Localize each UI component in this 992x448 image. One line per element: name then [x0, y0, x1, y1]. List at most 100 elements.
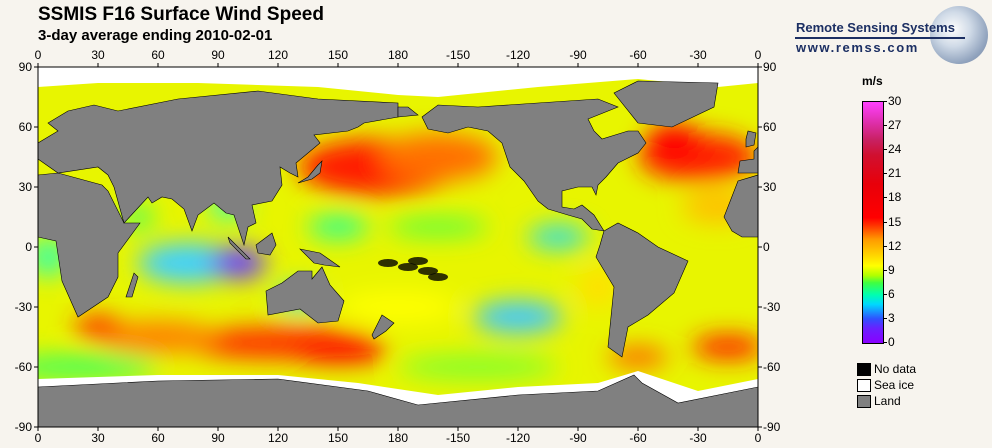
colorbar-label: 30: [888, 94, 902, 108]
colorbar-tick: [883, 197, 887, 199]
colorbar-unit: m/s: [862, 74, 883, 88]
colorbar-tick: [883, 173, 887, 175]
colorbar-label: 27: [888, 118, 902, 133]
lon-label-top: 90: [211, 48, 225, 62]
lat-label-left: 30: [18, 180, 32, 194]
colorbar-tick: [883, 245, 887, 247]
rss-logo[interactable]: Remote Sensing Systems www.remss.com: [790, 6, 990, 66]
colorbar-tick: [883, 101, 887, 102]
lat-label-right: 60: [763, 120, 777, 134]
no-data-region: [378, 259, 398, 267]
colorbar-tick: [883, 293, 887, 295]
lon-label-bottom: 90: [211, 431, 225, 445]
eurasia: [38, 90, 399, 247]
lon-label-top: 0: [754, 48, 762, 62]
japan: [297, 160, 323, 184]
colorbar-label: 21: [888, 166, 902, 181]
lon-label-bottom: 60: [151, 431, 165, 445]
colorbar-tick: [883, 149, 887, 151]
chukotka: [397, 106, 419, 118]
lat-label-left: 90: [18, 60, 32, 74]
legend-swatch: [857, 363, 871, 376]
legend-label: Land: [874, 394, 901, 408]
colorbar-label: 0: [888, 335, 895, 349]
logo-url[interactable]: www.remss.com: [796, 40, 919, 55]
wind-region: [308, 215, 368, 239]
lon-label-top: 120: [267, 48, 289, 62]
lon-label-bottom: -150: [445, 431, 471, 445]
uk: [745, 130, 757, 148]
no-data-region: [428, 273, 448, 281]
legend-swatch: [857, 395, 871, 408]
lat-label-right: -30: [763, 300, 781, 314]
lon-label-top: -60: [629, 48, 647, 62]
logo-divider: [795, 37, 965, 39]
lon-label-top: 150: [327, 48, 349, 62]
lon-label-bottom: -120: [505, 431, 531, 445]
greenland: [613, 80, 719, 128]
lat-label-left: -30: [14, 300, 32, 314]
wind-region: [210, 247, 266, 279]
africa-west: [723, 174, 758, 238]
wind-region: [378, 133, 498, 181]
no-data-region: [398, 263, 418, 271]
globe-icon: [930, 6, 988, 64]
europe-west: [737, 146, 758, 174]
lon-label-top: -120: [505, 48, 531, 62]
wind-region: [338, 291, 458, 323]
madagascar: [125, 272, 139, 298]
lat-label-right: 0: [763, 240, 770, 254]
map-title: SSMIS F16 Surface Wind Speed: [38, 4, 324, 25]
lat-label-left: 0: [25, 240, 32, 254]
lon-label-bottom: -30: [689, 431, 707, 445]
arctic-ice: [38, 67, 758, 97]
lon-label-top: 30: [91, 48, 105, 62]
lon-label-top: 60: [151, 48, 165, 62]
new-zealand: [371, 314, 395, 340]
wind-region: [646, 123, 702, 163]
map-subtitle: 3-day average ending 2010-02-01: [38, 27, 273, 44]
colorbar-tick: [883, 221, 887, 223]
lon-label-bottom: -90: [569, 431, 587, 445]
colorbar-label: 6: [888, 286, 895, 301]
lon-label-bottom: -60: [629, 431, 647, 445]
colorbar: [862, 101, 884, 344]
lat-label-right: -60: [763, 360, 781, 374]
colorbar-label: 24: [888, 142, 902, 157]
lat-label-right: 30: [763, 180, 777, 194]
wind-region: [528, 225, 588, 249]
lon-label-bottom: 180: [387, 431, 409, 445]
colorbar-tick: [883, 317, 887, 319]
lon-label-bottom: 30: [91, 431, 105, 445]
antarctica: [38, 374, 758, 427]
lon-label-top: 0: [34, 48, 42, 62]
colorbar-label: 12: [888, 238, 902, 253]
colorbar-label: 9: [888, 262, 895, 277]
no-data-region: [418, 267, 438, 275]
wind-region: [692, 335, 758, 359]
legend-swatch: [857, 379, 871, 392]
legend-label: No data: [874, 362, 917, 376]
lat-label-right: 90: [763, 60, 777, 74]
north-america: [421, 98, 647, 232]
wind-region: [474, 301, 562, 333]
australia: [265, 266, 345, 324]
legend-label: Sea ice: [874, 378, 915, 392]
lon-label-bottom: 0: [34, 431, 42, 445]
no-data-region: [408, 257, 428, 265]
africa-east: [38, 172, 141, 318]
lon-label-bottom: 0: [754, 431, 762, 445]
lat-label-right: -90: [763, 420, 781, 434]
lon-label-bottom: 120: [267, 431, 289, 445]
lon-label-bottom: 150: [327, 431, 349, 445]
lat-label-left: 60: [18, 120, 32, 134]
colorbar-label: 18: [888, 190, 902, 205]
colorbar-tick: [883, 125, 887, 127]
colorbar-tick: [883, 342, 887, 343]
colorbar-label: 15: [888, 214, 902, 229]
lon-label-top: -90: [569, 48, 587, 62]
lon-label-top: -30: [689, 48, 707, 62]
wind-region: [398, 355, 558, 379]
lon-label-top: -150: [445, 48, 471, 62]
